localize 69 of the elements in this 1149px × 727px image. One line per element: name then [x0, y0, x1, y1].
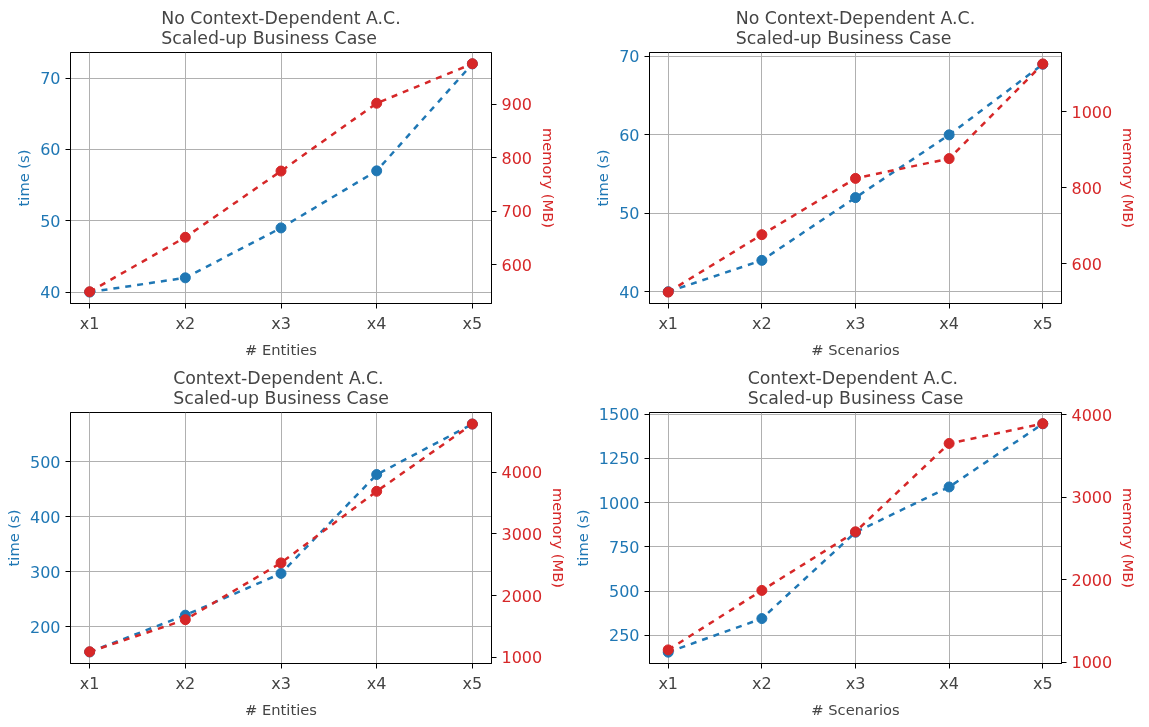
y-axis-title: time (s) — [4, 509, 22, 567]
x-tick-label: x1 — [79, 673, 100, 693]
y2-tick-label: 3000 — [1071, 488, 1113, 508]
y-tick-label: 70 — [40, 69, 61, 89]
y2-tick-label: 3000 — [501, 524, 543, 544]
y-tick-label: 60 — [40, 140, 61, 160]
y-tick-label: 750 — [608, 537, 640, 557]
x-tick-label: x2 — [175, 313, 196, 333]
y2-tick-label: 1000 — [501, 648, 543, 668]
y-tick-label: 50 — [40, 211, 61, 231]
y-tick-label: 500 — [29, 452, 61, 472]
x-tick-label: x3 — [845, 313, 866, 333]
y2-axis-title: memory (MB) — [540, 127, 558, 229]
x-tick-label: x5 — [462, 673, 483, 693]
y2-tick-label: 600 — [501, 255, 533, 275]
y-tick-label: 250 — [608, 626, 640, 646]
y2-tick-label: 800 — [501, 148, 533, 168]
y-tick-label: 70 — [619, 47, 640, 67]
y2-tick-label: 800 — [1071, 178, 1103, 198]
x-tick-label: x1 — [658, 313, 679, 333]
x-tick-label: x4 — [366, 313, 387, 333]
x-tick-label: x2 — [752, 313, 772, 333]
x-axis-title: # Entities — [245, 700, 317, 718]
x-tick-label: x2 — [752, 673, 772, 693]
chart-title: No Context-Dependent A.C. Scaled-up Business Case — [735, 7, 976, 48]
y-tick-label: 40 — [619, 282, 640, 302]
y2-tick-label: 600 — [1071, 254, 1103, 274]
x-tick-label: x5 — [1032, 313, 1053, 333]
y2-tick-label: 1000 — [1071, 102, 1113, 122]
x-tick-label: x5 — [462, 313, 483, 333]
y-axis-title: time (s) — [15, 149, 33, 207]
y-axis-title: time (s) — [573, 509, 591, 567]
x-axis-title: # Scenarios — [811, 700, 900, 718]
chart-title: Context-Dependent A.C. Scaled-up Business Case — [747, 367, 964, 408]
y-axis-title: time (s) — [594, 149, 612, 207]
y2-axis-title: memory (MB) — [1120, 127, 1138, 229]
x-tick-label: x2 — [175, 673, 196, 693]
chart-title: No Context-Dependent A.C. Scaled-up Business Case — [161, 7, 401, 48]
y-tick-label: 1000 — [598, 493, 640, 513]
y2-tick-label: 4000 — [501, 463, 543, 483]
x-axis-title: # Scenarios — [811, 340, 900, 358]
y2-tick-label: 700 — [501, 202, 533, 222]
y-tick-label: 50 — [619, 204, 640, 224]
x-tick-label: x3 — [271, 313, 291, 333]
y2-tick-label: 1000 — [1071, 653, 1113, 673]
x-tick-label: x3 — [271, 673, 291, 693]
x-tick-label: x4 — [366, 673, 387, 693]
y-tick-label: 40 — [40, 283, 61, 303]
x-tick-label: x1 — [658, 673, 679, 693]
y-tick-label: 1500 — [598, 405, 640, 425]
x-axis-title: # Entities — [245, 340, 317, 358]
x-tick-label: x1 — [79, 313, 100, 333]
x-tick-label: x3 — [845, 673, 866, 693]
chart-title: Context-Dependent A.C. Scaled-up Business Case — [173, 367, 389, 408]
y2-tick-label: 900 — [501, 95, 533, 115]
y2-tick-label: 2000 — [1071, 570, 1113, 590]
y-tick-label: 1250 — [598, 449, 640, 469]
y-tick-label: 500 — [608, 582, 640, 602]
y2-axis-title: memory (MB) — [550, 487, 568, 589]
y2-tick-label: 4000 — [1071, 405, 1113, 425]
x-tick-label: x4 — [939, 313, 959, 333]
x-tick-label: x5 — [1032, 673, 1053, 693]
y-tick-label: 400 — [29, 507, 61, 527]
y2-axis-title: memory (MB) — [1120, 487, 1138, 589]
y-tick-label: 300 — [29, 562, 61, 582]
y-tick-label: 200 — [29, 617, 61, 637]
x-tick-label: x4 — [939, 673, 959, 693]
y-tick-label: 60 — [619, 125, 640, 145]
y2-tick-label: 2000 — [501, 586, 543, 606]
